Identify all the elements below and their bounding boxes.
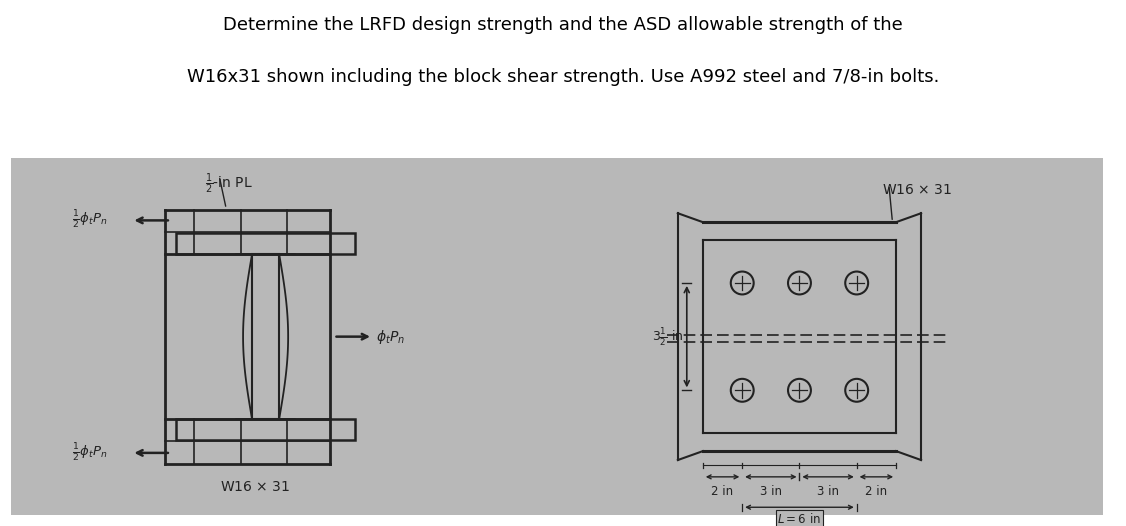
Text: $\phi_t P_n$: $\phi_t P_n$ bbox=[376, 328, 405, 346]
Text: $\frac{1}{2}\phi_t P_n$: $\frac{1}{2}\phi_t P_n$ bbox=[72, 209, 108, 231]
Text: W16 $\times$ 31: W16 $\times$ 31 bbox=[882, 183, 951, 197]
Text: 2 in: 2 in bbox=[712, 485, 734, 498]
Text: 3 in: 3 in bbox=[760, 485, 781, 498]
Bar bbox=[252, 255, 279, 419]
Text: W16 $\times$ 31: W16 $\times$ 31 bbox=[220, 480, 291, 494]
Bar bbox=[176, 419, 355, 440]
Text: $L = 6$ in: $L = 6$ in bbox=[777, 512, 822, 525]
Text: $3\frac{1}{2}$ in: $3\frac{1}{2}$ in bbox=[652, 326, 683, 348]
Text: 3 in: 3 in bbox=[817, 485, 839, 498]
Text: $\frac{1}{2}$-in PL: $\frac{1}{2}$-in PL bbox=[205, 172, 252, 196]
Bar bbox=[176, 233, 355, 255]
Text: 2 in: 2 in bbox=[865, 485, 887, 498]
Text: W16x31 shown including the block shear strength. Use A992 steel and 7/8-in bolts: W16x31 shown including the block shear s… bbox=[187, 68, 939, 86]
Text: Determine the LRFD design strength and the ASD allowable strength of the: Determine the LRFD design strength and t… bbox=[223, 16, 903, 34]
Text: $\frac{1}{2}\phi_t P_n$: $\frac{1}{2}\phi_t P_n$ bbox=[72, 442, 108, 464]
